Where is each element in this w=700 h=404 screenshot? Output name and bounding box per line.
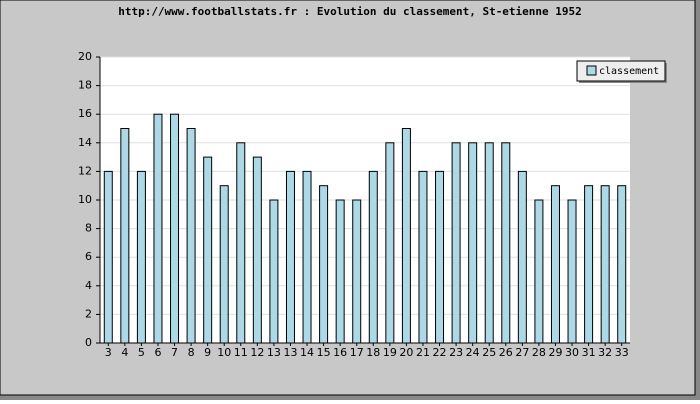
y-tick-label: 20 — [78, 50, 92, 63]
y-tick-label: 10 — [78, 193, 92, 206]
legend-label: classement — [599, 66, 659, 77]
bar — [451, 142, 461, 344]
bar — [252, 156, 262, 344]
y-tick-label: 6 — [85, 250, 92, 263]
x-tick-label: 9 — [204, 346, 211, 359]
x-tick-label: 13 — [267, 346, 281, 359]
bar — [302, 170, 312, 344]
x-tick-label: 26 — [499, 346, 513, 359]
bar — [170, 113, 180, 344]
bar — [550, 185, 560, 344]
y-tick-label: 4 — [85, 279, 92, 292]
x-tick-label: 8 — [188, 346, 195, 359]
bar — [236, 142, 246, 344]
x-tick-label: 17 — [350, 346, 364, 359]
x-tick-label: 16 — [333, 346, 347, 359]
bar — [484, 142, 494, 344]
x-tick-label: 30 — [565, 346, 579, 359]
bar — [186, 128, 196, 344]
x-tick-label: 28 — [532, 346, 546, 359]
bar — [335, 199, 345, 344]
bar — [319, 185, 329, 344]
chart-title: http://www.footballstats.fr : Evolution … — [118, 5, 582, 18]
bar — [418, 170, 428, 344]
x-tick-label: 5 — [138, 346, 145, 359]
x-tick-label: 4 — [121, 346, 128, 359]
x-tick-label: 22 — [433, 346, 447, 359]
x-tick-label: 12 — [250, 346, 264, 359]
x-tick-label: 3 — [105, 346, 112, 359]
bar — [385, 142, 395, 344]
x-tick-label: 11 — [234, 346, 248, 359]
bar — [368, 170, 378, 344]
legend-box — [576, 60, 666, 82]
y-tick-label: 14 — [78, 136, 92, 149]
x-tick-label: 33 — [615, 346, 629, 359]
y-tick-label: 2 — [85, 307, 92, 320]
bar — [517, 170, 527, 344]
y-tick-label: 8 — [85, 222, 92, 235]
x-tick-label: 10 — [217, 346, 231, 359]
x-tick-label: 18 — [366, 346, 380, 359]
y-tick-label: 16 — [78, 107, 92, 120]
bar — [501, 142, 511, 344]
y-tick-label: 18 — [78, 79, 92, 92]
bar — [352, 199, 362, 344]
x-tick-label: 20 — [399, 346, 413, 359]
bar — [584, 185, 594, 344]
x-tick-label: 13 — [283, 346, 297, 359]
x-tick-label: 15 — [317, 346, 331, 359]
bar — [617, 185, 627, 344]
x-tick-label: 31 — [582, 346, 596, 359]
x-tick-label: 6 — [154, 346, 161, 359]
x-tick-label: 7 — [171, 346, 178, 359]
bar — [203, 156, 213, 344]
bar — [219, 185, 229, 344]
bar — [600, 185, 610, 344]
x-tick-label: 24 — [466, 346, 480, 359]
x-tick-label: 25 — [482, 346, 496, 359]
x-tick-label: 29 — [548, 346, 562, 359]
x-tick-label: 23 — [449, 346, 463, 359]
bar — [435, 170, 445, 344]
bar — [153, 113, 163, 344]
y-tick-label: 0 — [85, 336, 92, 349]
bar — [285, 170, 295, 344]
x-tick-label: 27 — [515, 346, 529, 359]
bar — [120, 128, 130, 344]
bar — [567, 199, 577, 344]
x-tick-label: 21 — [416, 346, 430, 359]
x-tick-label: 19 — [383, 346, 397, 359]
bar — [269, 199, 279, 344]
bar — [534, 199, 544, 344]
bar — [103, 170, 113, 344]
y-tick-label: 12 — [78, 164, 92, 177]
bar — [136, 170, 146, 344]
x-tick-label: 14 — [300, 346, 314, 359]
bar — [401, 128, 411, 344]
legend-swatch — [586, 65, 597, 76]
x-tick-label: 32 — [598, 346, 612, 359]
bar — [468, 142, 478, 344]
